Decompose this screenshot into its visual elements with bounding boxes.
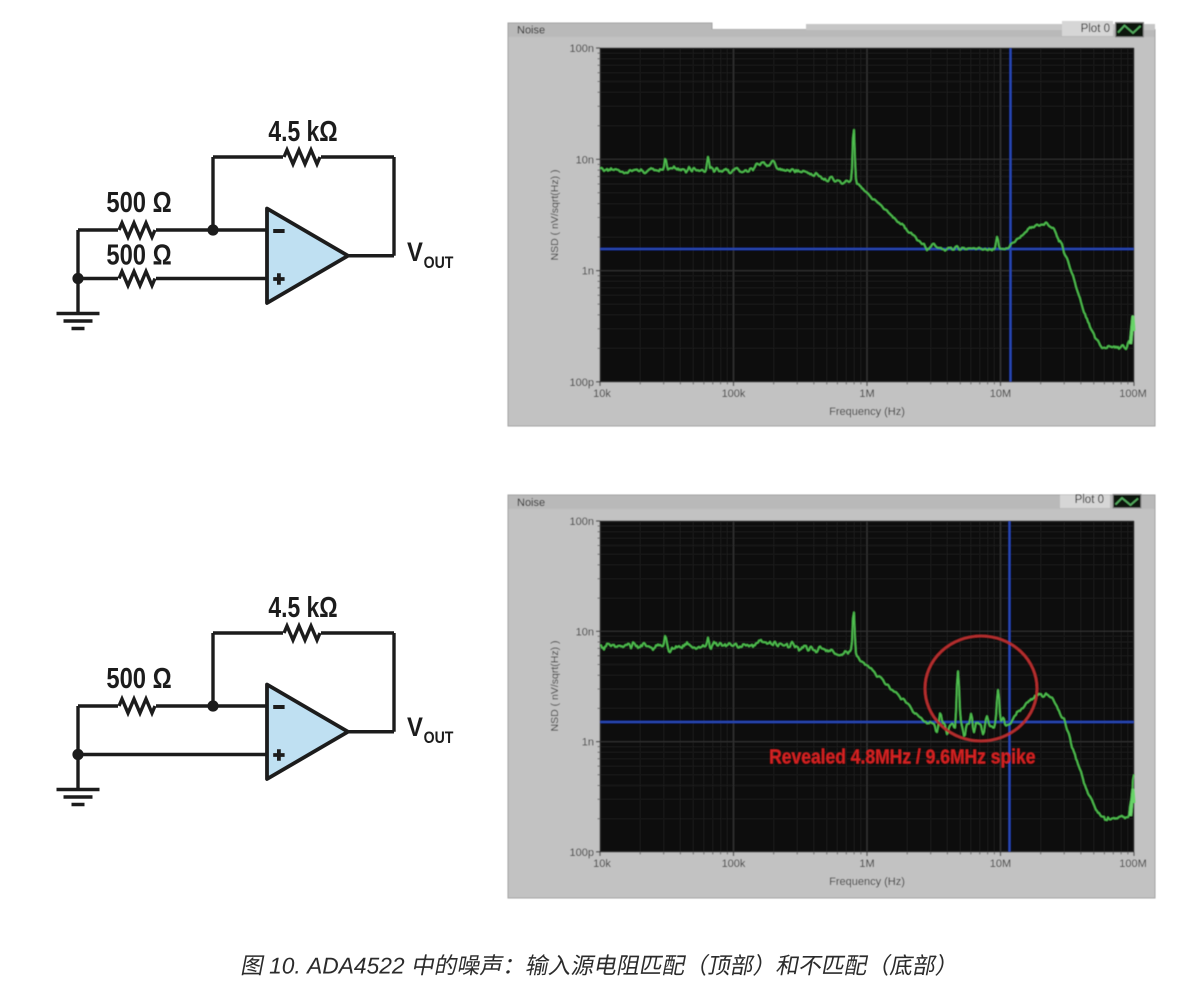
- svg-text:1M: 1M: [859, 388, 874, 400]
- svg-text:100k: 100k: [722, 388, 746, 400]
- svg-text:500 Ω: 500 Ω: [106, 238, 171, 271]
- svg-text:100M: 100M: [1119, 388, 1147, 400]
- svg-text:1n: 1n: [582, 737, 594, 749]
- svg-text:100p: 100p: [570, 377, 594, 389]
- svg-text:Revealed 4.8MHz / 9.6MHz spike: Revealed 4.8MHz / 9.6MHz spike: [769, 745, 1035, 767]
- svg-text:100p: 100p: [570, 847, 594, 859]
- svg-text:Plot 0: Plot 0: [1075, 494, 1104, 506]
- svg-text:500 Ω: 500 Ω: [106, 662, 171, 695]
- svg-text:100n: 100n: [570, 43, 594, 55]
- svg-text:10M: 10M: [990, 858, 1011, 870]
- svg-text:OUT: OUT: [424, 729, 454, 747]
- svg-text:4.5 kΩ: 4.5 kΩ: [268, 590, 337, 623]
- svg-text:10k: 10k: [593, 858, 611, 870]
- svg-text:4.5 kΩ: 4.5 kΩ: [268, 114, 337, 147]
- svg-text:NSD ( nV/sqrt(Hz) ): NSD ( nV/sqrt(Hz) ): [549, 640, 561, 731]
- svg-text:10n: 10n: [576, 154, 594, 166]
- svg-text:Noise: Noise: [517, 497, 545, 509]
- svg-text:500 Ω: 500 Ω: [106, 186, 171, 219]
- svg-text:100M: 100M: [1119, 858, 1147, 870]
- svg-text:Noise: Noise: [517, 25, 545, 37]
- svg-text:Frequency (Hz): Frequency (Hz): [829, 876, 905, 888]
- svg-text:V: V: [407, 238, 423, 267]
- svg-text:Frequency (Hz): Frequency (Hz): [829, 406, 905, 418]
- svg-text:100k: 100k: [722, 858, 746, 870]
- svg-text:1n: 1n: [582, 266, 594, 278]
- svg-text:OUT: OUT: [424, 254, 454, 272]
- svg-text:100n: 100n: [570, 516, 594, 528]
- svg-text:10M: 10M: [990, 388, 1011, 400]
- svg-text:10n: 10n: [576, 626, 594, 638]
- svg-text:V: V: [407, 713, 423, 742]
- svg-text:1M: 1M: [859, 858, 874, 870]
- svg-text:10k: 10k: [593, 388, 611, 400]
- svg-text:Plot 0: Plot 0: [1081, 23, 1110, 35]
- svg-text:NSD ( nV/sqrt(Hz) ): NSD ( nV/sqrt(Hz) ): [549, 169, 561, 260]
